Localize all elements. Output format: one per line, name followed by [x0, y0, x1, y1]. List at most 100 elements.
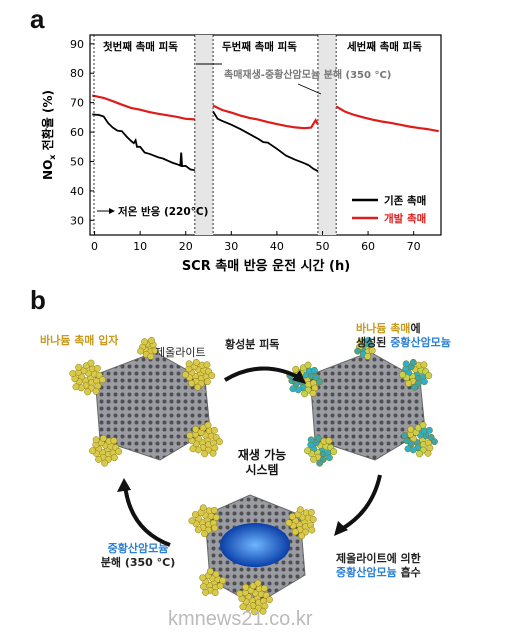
catalyst-particle	[368, 347, 376, 354]
catalyst-particle	[182, 371, 189, 379]
plot-frame	[89, 34, 442, 236]
catalyst-particle	[402, 360, 410, 368]
catalyst-particle	[259, 607, 267, 615]
series-line-developed-3	[335, 105, 439, 133]
catalyst-particle	[209, 449, 217, 457]
caption-top-right-gold: 바나듐 촉매	[356, 322, 411, 335]
regeneration-band-1	[194, 35, 214, 235]
catalyst-particle	[298, 532, 306, 540]
catalyst-cluster-regenerating	[188, 494, 317, 616]
arrow-absorption-head	[334, 521, 348, 536]
catalyst-particle	[364, 352, 372, 360]
catalyst-particle	[425, 372, 433, 380]
catalyst-particle	[99, 434, 107, 442]
low-temp-arrowhead	[109, 208, 115, 214]
catalyst-particle	[216, 438, 223, 446]
caption-regen-line1: 재생 가능	[237, 448, 287, 462]
catalyst-particle	[425, 426, 433, 434]
catalyst-particle	[87, 359, 95, 367]
y-tick-label: 40	[70, 185, 84, 198]
arrow-absorption	[339, 474, 382, 532]
catalyst-particle	[419, 421, 427, 429]
catalyst-particle	[191, 511, 199, 519]
x-tick-label: 50	[315, 240, 329, 253]
catalyst-particle	[185, 360, 193, 368]
catalyst-particle	[292, 365, 300, 373]
catalyst-particle	[407, 425, 415, 433]
catalyst-particle	[431, 438, 438, 446]
caption-absorption: 제올라이트에 의한 중황산암모늄 흡수	[336, 552, 421, 580]
catalyst-particle	[401, 432, 409, 439]
x-tick-label: 40	[270, 240, 284, 253]
catalyst-particle	[69, 370, 77, 377]
arrow-poisoning	[223, 366, 301, 382]
y-tick-label: 70	[70, 97, 84, 110]
catalyst-particle	[409, 358, 417, 366]
arrow-decomposition-head	[117, 478, 131, 492]
catalyst-particle	[304, 447, 311, 455]
catalyst-particle	[309, 515, 317, 523]
catalyst-particle	[92, 436, 100, 444]
catalyst-cluster-fresh	[69, 336, 223, 467]
catalyst-particle	[330, 448, 338, 456]
regen-leader-right	[297, 83, 322, 95]
catalyst-particle	[101, 459, 109, 467]
x-tick-label: 10	[133, 240, 147, 253]
regen-annotation: 촉매재생-중황산암모늄 분해 (350 °C)	[224, 68, 391, 81]
arrow-decomposition	[123, 484, 171, 547]
catalyst-particle	[211, 524, 219, 532]
caption-decomposition-dark: 분해 (350 °C)	[100, 556, 176, 569]
catalyst-particle	[75, 363, 83, 371]
catalyst-particle	[296, 506, 304, 514]
catalyst-particle	[99, 376, 106, 384]
catalyst-particle	[404, 445, 412, 453]
caption-decomposition-blue: 중황산암모늄	[107, 542, 169, 555]
x-tick-label: 20	[179, 240, 193, 253]
catalyst-particle	[93, 364, 101, 372]
y-tick-label: 60	[70, 126, 84, 139]
catalyst-particle	[411, 383, 419, 391]
catalyst-particle	[208, 372, 216, 380]
catalyst-particle	[194, 383, 202, 391]
catalyst-particle	[95, 455, 103, 463]
catalyst-particle	[92, 387, 100, 395]
catalyst-particle	[314, 434, 322, 442]
y-axis-title: NOx 전환율 (%)	[40, 90, 57, 180]
caption-top-right-suffix: 에	[410, 322, 421, 335]
catalyst-particle	[266, 596, 273, 604]
x-tick-label: 30	[224, 240, 238, 253]
watermark: kmnews21.co.kr	[168, 608, 313, 630]
catalyst-particle	[308, 526, 316, 534]
caption-regenerable-system: 재생 가능 시스템	[222, 448, 302, 478]
catalyst-particle	[325, 454, 333, 462]
low-temp-annotation: 저온 반응 (220°C)	[118, 205, 208, 218]
catalyst-particle	[210, 506, 218, 514]
x-tick-label: 0	[91, 240, 98, 253]
catalyst-particle	[151, 347, 159, 354]
catalyst-particle	[251, 608, 259, 616]
catalyst-particle	[188, 379, 196, 387]
y-tick-label: 30	[70, 214, 84, 227]
catalyst-particle	[424, 449, 432, 457]
catalyst-particle	[211, 589, 219, 597]
catalyst-particle	[316, 378, 323, 386]
catalyst-particle	[204, 421, 212, 429]
catalyst-particle	[307, 436, 315, 444]
catalyst-particle	[199, 504, 207, 512]
catalyst-particle	[316, 459, 324, 467]
catalyst-particle	[203, 378, 211, 386]
catalyst-particle	[202, 588, 210, 596]
y-tick-label: 90	[70, 38, 84, 51]
catalyst-particle	[420, 361, 428, 369]
series-line-conventional-2	[212, 111, 319, 172]
catalyst-particle	[365, 336, 372, 344]
legend-label-conventional: 기존 촉매	[384, 194, 426, 207]
catalyst-particle	[212, 570, 220, 578]
catalyst-particle	[72, 383, 80, 391]
catalyst-particle	[186, 432, 194, 439]
catalyst-particle	[358, 338, 366, 346]
catalyst-particle	[325, 437, 333, 445]
catalyst-particle	[192, 425, 200, 433]
catalyst-particle	[310, 366, 318, 374]
series-line-conventional-1	[92, 113, 195, 172]
